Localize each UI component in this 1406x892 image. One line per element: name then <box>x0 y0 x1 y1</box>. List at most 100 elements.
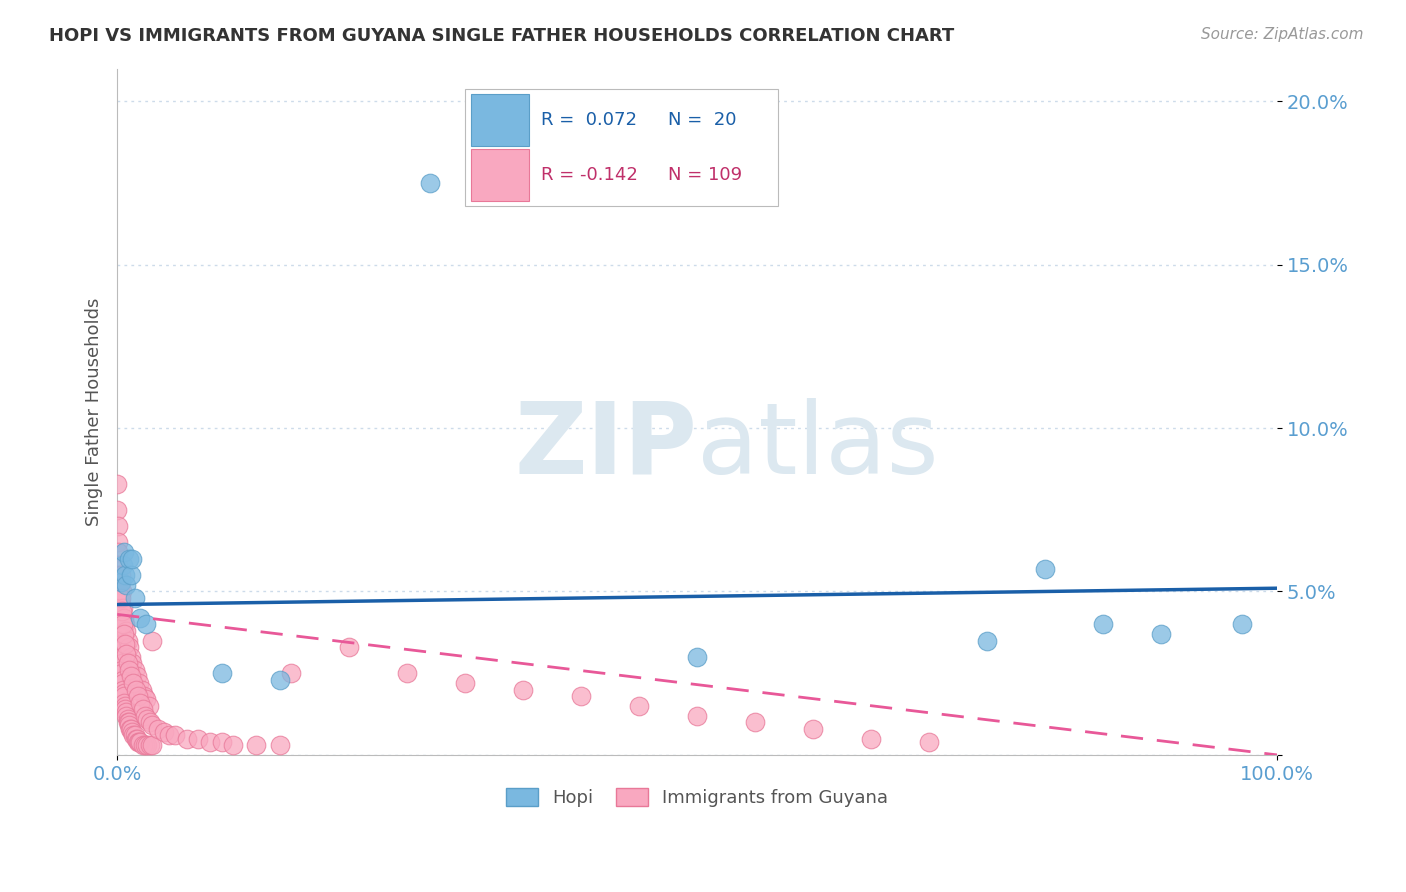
Point <box>121 657 143 671</box>
Point <box>112 627 135 641</box>
Point <box>135 692 157 706</box>
Point <box>686 708 709 723</box>
Point <box>280 666 302 681</box>
Point <box>245 738 267 752</box>
Point <box>129 696 152 710</box>
Point <box>117 712 139 726</box>
Point <box>198 735 221 749</box>
Point <box>120 669 142 683</box>
Point <box>121 725 143 739</box>
Point <box>124 728 146 742</box>
Text: ZIP: ZIP <box>515 398 697 494</box>
Point <box>976 633 998 648</box>
Point <box>138 715 160 730</box>
Text: Source: ZipAtlas.com: Source: ZipAtlas.com <box>1201 27 1364 42</box>
Point <box>152 725 174 739</box>
Point <box>122 728 145 742</box>
Point <box>115 624 138 638</box>
Point <box>110 574 132 589</box>
Point <box>127 689 149 703</box>
Point <box>129 610 152 624</box>
Point <box>512 682 534 697</box>
Point <box>569 689 592 703</box>
Point <box>124 591 146 605</box>
Point <box>108 594 131 608</box>
Point <box>1232 617 1254 632</box>
Point <box>107 578 129 592</box>
Point <box>115 578 138 592</box>
Point <box>110 624 132 638</box>
Point <box>115 706 138 720</box>
Point <box>111 666 134 681</box>
Point <box>124 663 146 677</box>
Y-axis label: Single Father Households: Single Father Households <box>86 298 103 526</box>
Point <box>111 604 134 618</box>
Point <box>176 731 198 746</box>
Point <box>744 715 766 730</box>
Point <box>157 728 180 742</box>
Point <box>120 722 142 736</box>
Point <box>110 643 132 657</box>
Point <box>121 551 143 566</box>
Point <box>110 630 132 644</box>
Point <box>110 568 132 582</box>
Point <box>108 617 131 632</box>
FancyBboxPatch shape <box>471 95 529 145</box>
Point <box>131 682 153 697</box>
Point <box>122 676 145 690</box>
Point <box>114 702 136 716</box>
Point <box>118 718 141 732</box>
Point <box>105 502 128 516</box>
Point <box>269 738 291 752</box>
Point <box>111 600 134 615</box>
Point <box>125 669 148 683</box>
Point <box>918 735 941 749</box>
Text: R = -0.142: R = -0.142 <box>540 166 637 184</box>
Point <box>396 666 419 681</box>
Point <box>120 649 142 664</box>
Point <box>118 722 141 736</box>
Point <box>419 176 441 190</box>
Point <box>114 617 136 632</box>
Point <box>112 689 135 703</box>
Point <box>111 673 134 687</box>
Point <box>141 738 163 752</box>
Point <box>105 476 128 491</box>
FancyBboxPatch shape <box>471 149 529 201</box>
Point <box>108 610 131 624</box>
Point <box>686 649 709 664</box>
Point <box>131 702 153 716</box>
Point <box>129 735 152 749</box>
Point <box>117 633 139 648</box>
Point <box>107 545 129 559</box>
Point <box>111 676 134 690</box>
Point <box>118 640 141 654</box>
Point <box>110 591 132 605</box>
Point <box>211 666 233 681</box>
Point <box>117 715 139 730</box>
Point <box>108 600 131 615</box>
Point <box>128 735 150 749</box>
Text: HOPI VS IMMIGRANTS FROM GUYANA SINGLE FATHER HOUSEHOLDS CORRELATION CHART: HOPI VS IMMIGRANTS FROM GUYANA SINGLE FA… <box>49 27 955 45</box>
Point <box>165 728 187 742</box>
Point <box>117 657 139 671</box>
Point <box>108 584 131 599</box>
Point <box>141 633 163 648</box>
Point <box>120 568 142 582</box>
Text: atlas: atlas <box>697 398 939 494</box>
Point <box>269 673 291 687</box>
Point <box>111 663 134 677</box>
Point <box>337 640 360 654</box>
Point <box>211 735 233 749</box>
Point <box>112 545 135 559</box>
Point <box>107 568 129 582</box>
Point <box>107 558 129 573</box>
Point <box>118 551 141 566</box>
Point <box>1092 617 1115 632</box>
Point <box>114 637 136 651</box>
Point <box>111 649 134 664</box>
Point <box>141 718 163 732</box>
Text: N =  20: N = 20 <box>668 111 737 129</box>
Point <box>127 735 149 749</box>
Point <box>138 738 160 752</box>
